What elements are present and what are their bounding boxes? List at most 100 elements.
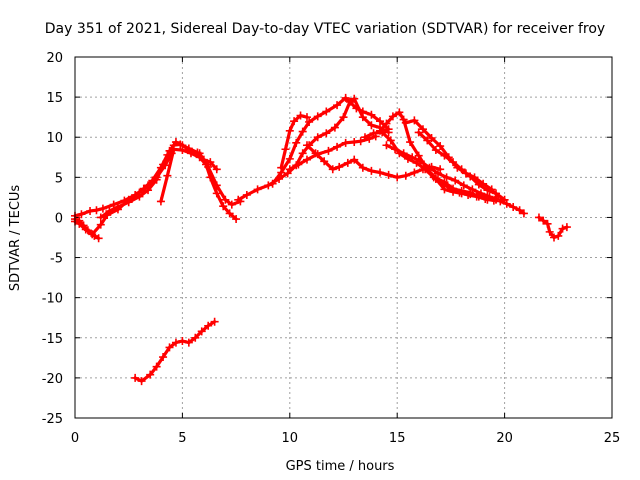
data-point (391, 145, 400, 154)
data-point (431, 146, 440, 155)
data-point (333, 101, 342, 110)
data-point (466, 190, 475, 199)
data-point (242, 190, 251, 199)
y-tick-label: -10 (42, 292, 63, 307)
data-point (285, 154, 294, 163)
data-point (159, 353, 168, 362)
series-track-17 (496, 197, 528, 218)
data-point (562, 223, 571, 232)
data-point (227, 200, 236, 209)
data-point (330, 123, 339, 132)
data-point (212, 165, 221, 174)
data-point (423, 136, 432, 145)
series-track-3 (71, 215, 103, 243)
data-point (369, 129, 378, 138)
data-point (434, 169, 443, 178)
data-point (322, 107, 331, 116)
data-point (225, 209, 234, 218)
y-tick-label: 0 (55, 211, 63, 226)
data-point (545, 227, 554, 236)
series-track-19 (131, 317, 219, 386)
data-point (367, 121, 376, 130)
data-point (534, 213, 543, 222)
data-point (358, 163, 367, 172)
data-point (416, 157, 425, 166)
data-point (212, 189, 221, 198)
data-point (554, 231, 563, 240)
data-point (98, 204, 107, 213)
data-point (376, 168, 385, 177)
data-point (350, 94, 359, 103)
data-point (440, 151, 449, 160)
x-tick-label: 5 (178, 431, 186, 446)
data-point (283, 169, 292, 178)
data-point (382, 119, 391, 128)
data-point (313, 133, 322, 142)
data-point (459, 181, 468, 190)
grid-lines (74, 56, 613, 419)
data-point (431, 174, 440, 183)
data-point (298, 149, 307, 158)
data-point (253, 185, 262, 194)
data-point (492, 194, 501, 203)
data-point (519, 209, 528, 218)
tick-labels: 0 5 10 15 20 25 -25 -20 -15 -10 -5 0 5 10 15 20 (42, 51, 621, 446)
data-point (401, 118, 410, 127)
data-point (178, 336, 187, 345)
plot-frame (74, 56, 613, 419)
data-point (159, 160, 168, 169)
data-point (451, 176, 460, 185)
data-point (418, 125, 427, 134)
data-point (96, 213, 105, 222)
data-point (449, 187, 458, 196)
data-point (86, 207, 95, 216)
y-tick-label: 5 (55, 171, 63, 186)
data-point (234, 195, 243, 204)
data-point (358, 107, 367, 116)
data-point (292, 138, 301, 147)
data-point (79, 221, 88, 230)
data-point (221, 195, 230, 204)
data-point (440, 185, 449, 194)
series-line (73, 151, 174, 236)
data-point (169, 145, 178, 154)
data-point (339, 113, 348, 122)
data-point (152, 175, 161, 184)
series-track-6 (234, 94, 393, 204)
y-tick-label: -20 (42, 372, 63, 387)
data-point (496, 197, 505, 206)
data-point (135, 192, 144, 201)
data-point (178, 146, 187, 155)
data-point (356, 137, 365, 146)
data-point (449, 158, 458, 167)
data-point (152, 362, 161, 371)
data-point (144, 186, 153, 195)
data-point (425, 163, 434, 172)
y-tick-label: 20 (46, 51, 63, 66)
x-axis-label: GPS time / hours (286, 459, 395, 474)
data-point (376, 126, 385, 135)
data-point (350, 155, 359, 164)
data-point (305, 117, 314, 126)
x-tick-label: 25 (604, 431, 621, 446)
data-point (311, 149, 320, 158)
data-point (427, 134, 436, 143)
data-point (367, 166, 376, 175)
data-point (539, 216, 548, 225)
data-point (96, 220, 105, 229)
data-point (94, 234, 103, 243)
data-point (395, 108, 404, 117)
data-point (156, 197, 165, 206)
data-point (137, 377, 146, 386)
data-point (324, 146, 333, 155)
data-point (92, 206, 101, 215)
data-point (436, 165, 445, 174)
data-point (313, 112, 322, 121)
series-track-8 (277, 111, 311, 172)
data-point (410, 168, 419, 177)
data-point (195, 153, 204, 162)
series-track-4 (96, 138, 245, 222)
data-point (442, 173, 451, 182)
data-point (406, 138, 415, 147)
y-tick-label: 15 (46, 91, 63, 106)
